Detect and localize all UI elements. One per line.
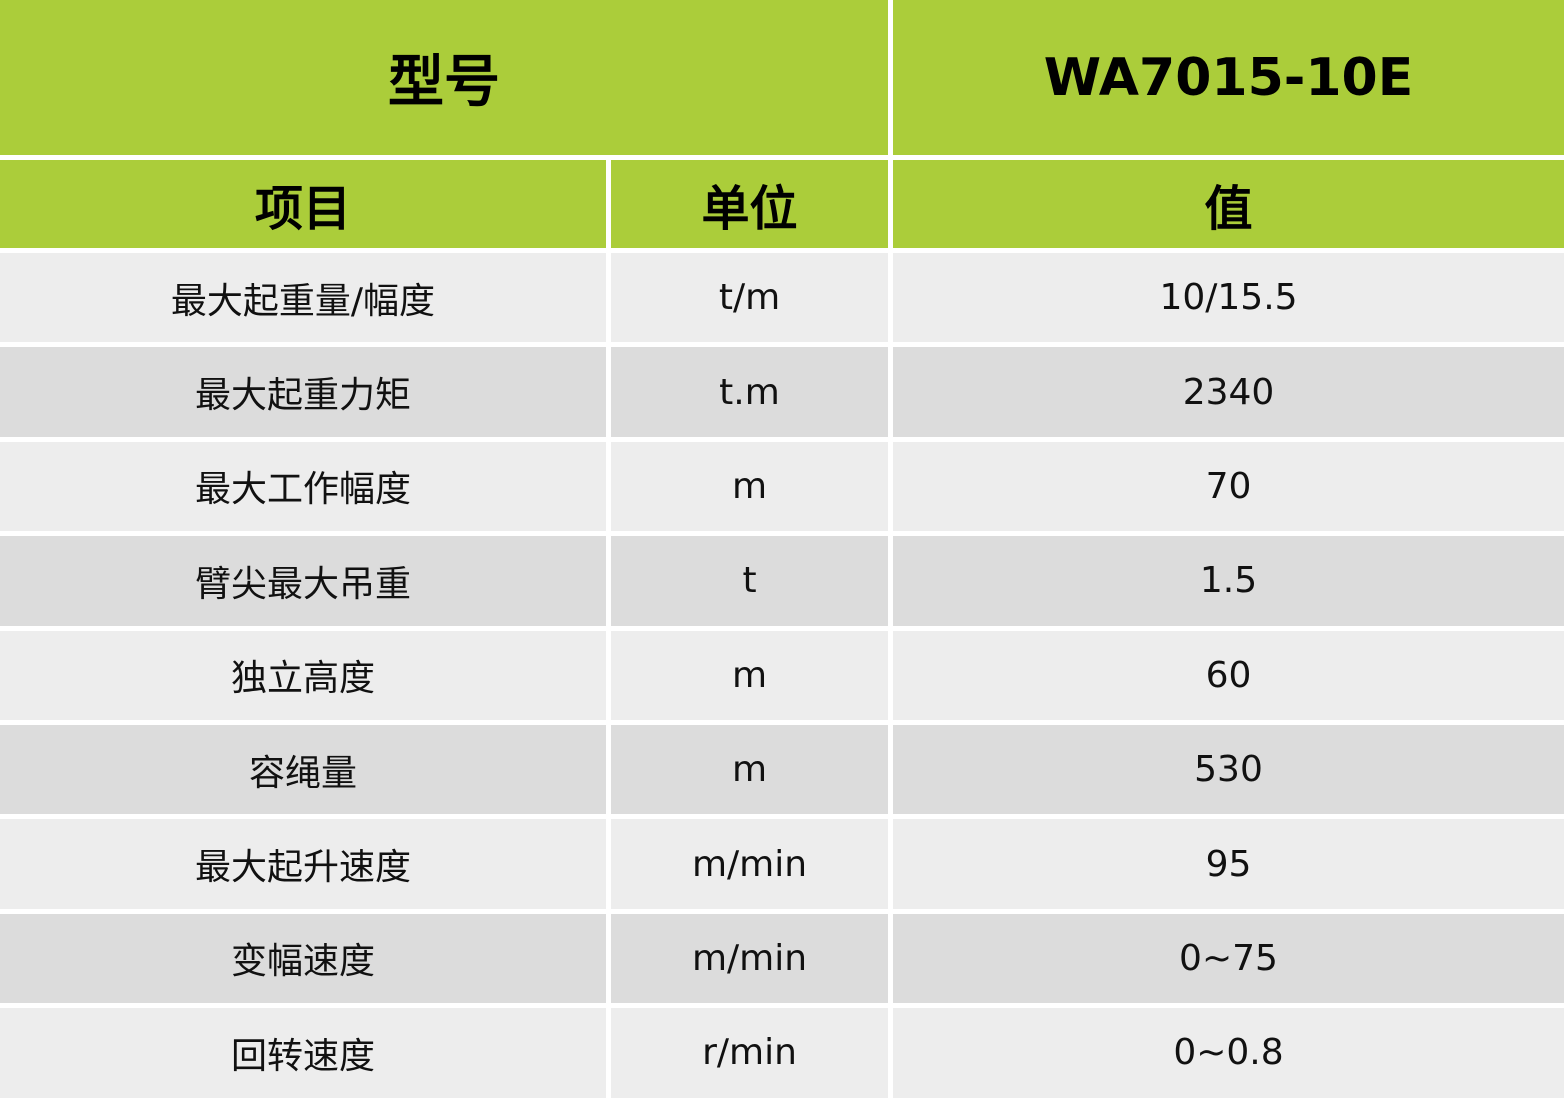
table-cell-item: 变幅速度 — [0, 913, 606, 1004]
table-cell-unit: m/min — [611, 819, 888, 909]
model-label: 型号 — [0, 0, 888, 155]
table-cell-value: 1.5 — [893, 536, 1564, 626]
column-header-item: 项目 — [0, 160, 606, 248]
table-cell-item: 最大起重力矩 — [0, 347, 606, 437]
table-cell-value: 2340 — [893, 347, 1564, 437]
model-value: WA7015-10E — [893, 0, 1564, 155]
table-cell-unit: m — [611, 724, 888, 815]
table-cell-value: 0~75 — [893, 913, 1564, 1004]
table-cell-value: 10/15.5 — [893, 253, 1564, 343]
table-cell-unit: m — [611, 630, 888, 720]
table-cell-item: 回转速度 — [0, 1008, 606, 1098]
table-cell-unit: t.m — [611, 347, 888, 437]
table-cell-item: 最大起重量/幅度 — [0, 253, 606, 343]
table-cell-unit: m/min — [611, 913, 888, 1004]
table-cell-unit: t/m — [611, 253, 888, 343]
table-cell-item: 独立高度 — [0, 630, 606, 720]
table-cell-item: 容绳量 — [0, 724, 606, 815]
table-cell-item: 臂尖最大吊重 — [0, 536, 606, 626]
table-cell-value: 0~0.8 — [893, 1008, 1564, 1098]
column-header-unit: 单位 — [611, 160, 888, 248]
table-cell-item: 最大工作幅度 — [0, 441, 606, 532]
table-cell-value: 530 — [893, 724, 1564, 815]
table-cell-unit: r/min — [611, 1008, 888, 1098]
column-header-value: 值 — [893, 160, 1564, 248]
table-cell-item: 最大起升速度 — [0, 819, 606, 909]
table-cell-unit: t — [611, 536, 888, 626]
table-cell-value: 70 — [893, 441, 1564, 532]
table-cell-value: 95 — [893, 819, 1564, 909]
table-cell-value: 60 — [893, 630, 1564, 720]
table-cell-unit: m — [611, 441, 888, 532]
